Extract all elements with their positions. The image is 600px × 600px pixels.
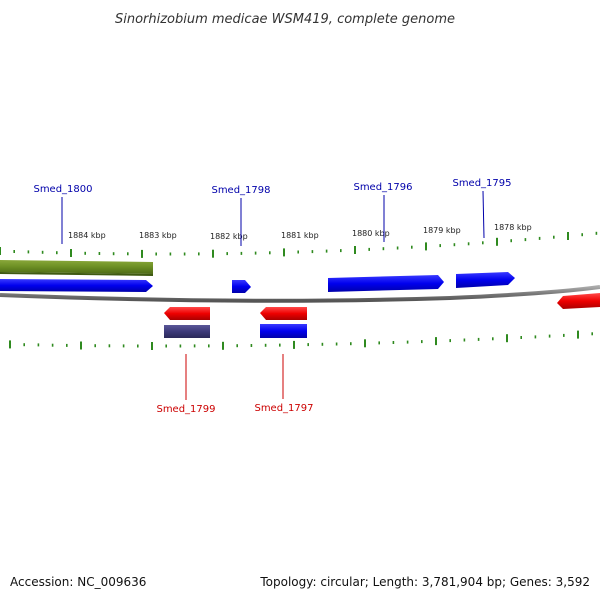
gene-smed-1797-secondary[interactable] xyxy=(260,324,307,338)
kbp-label: 1883 kbp xyxy=(139,231,177,240)
gene-label-bottom[interactable]: Smed_1797 xyxy=(254,403,313,414)
gene-reverse-edge[interactable] xyxy=(557,293,600,309)
kbp-label: 1880 kbp xyxy=(352,229,390,238)
kbp-label: 1879 kbp xyxy=(423,226,461,235)
leader-line-smed-1795 xyxy=(482,190,485,239)
gene-label-bottom[interactable]: Smed_1799 xyxy=(156,404,215,415)
gene-smed-1795[interactable] xyxy=(456,272,515,288)
map-title: Sinorhizobium medicae WSM419, complete g… xyxy=(115,12,455,27)
gene-smed-1798[interactable] xyxy=(232,280,251,293)
accession-text: Accession: NC_009636 xyxy=(10,575,146,589)
gene-smed-1797[interactable] xyxy=(260,307,307,320)
kbp-scale: 1884 kbp 1883 kbp 1882 kbp 1881 kbp 1880… xyxy=(68,223,532,241)
gene-label-top[interactable]: Smed_1796 xyxy=(353,182,412,193)
kbp-label: 1882 kbp xyxy=(210,232,248,241)
gene-smed-1800[interactable] xyxy=(0,279,153,292)
gene-label-top[interactable]: Smed_1800 xyxy=(33,184,92,195)
gene-label-top[interactable]: Smed_1795 xyxy=(452,178,511,189)
chromosome-backbone xyxy=(0,285,600,303)
kbp-label: 1878 kbp xyxy=(494,223,532,232)
kbp-label: 1881 kbp xyxy=(281,231,319,240)
genome-summary-text: Topology: circular; Length: 3,781,904 bp… xyxy=(259,575,590,589)
gene-label-top[interactable]: Smed_1798 xyxy=(211,185,270,196)
tick-row-top xyxy=(0,231,598,258)
rna-feature[interactable] xyxy=(0,260,153,276)
gene-smed-1796[interactable] xyxy=(328,275,444,292)
gene-smed-1799[interactable] xyxy=(164,307,210,320)
kbp-label: 1884 kbp xyxy=(68,231,106,240)
tick-row-bottom xyxy=(9,330,594,350)
gene-smed-1799-secondary[interactable] xyxy=(164,325,210,338)
